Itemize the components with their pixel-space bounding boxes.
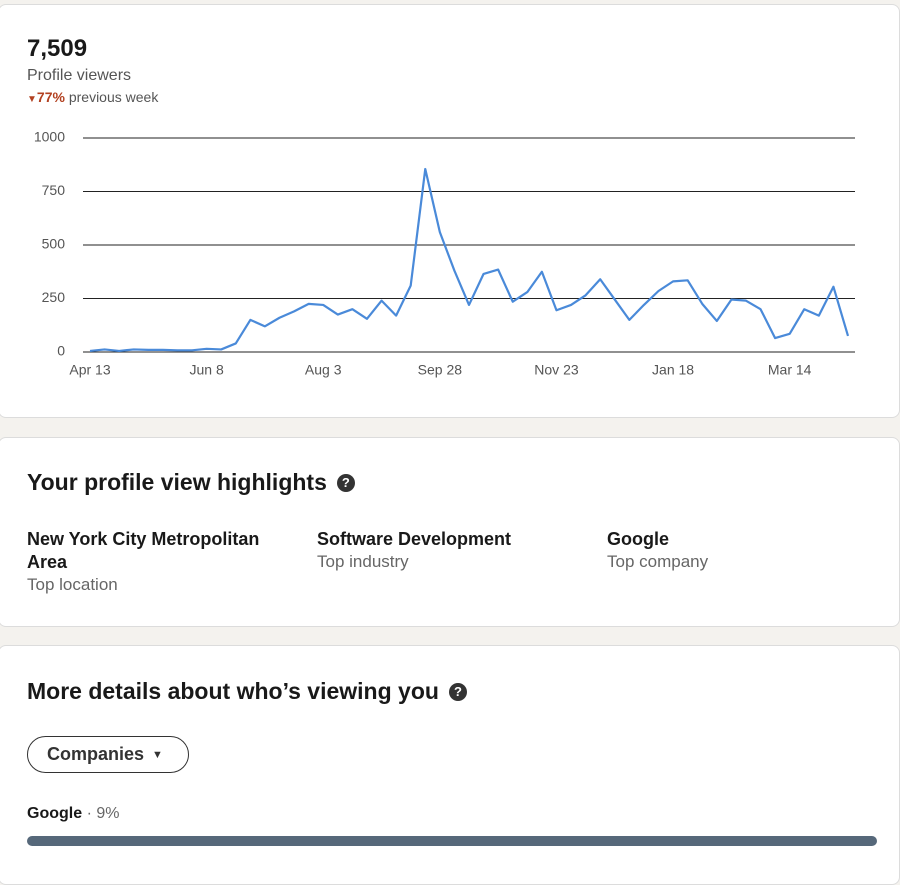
filter-label: Companies [47, 744, 145, 764]
help-icon[interactable]: ? [448, 683, 467, 701]
y-tick-label: 1000 [34, 129, 65, 145]
x-tick-label: Apr 13 [69, 362, 110, 378]
highlight-value: Software Development [317, 529, 512, 549]
highlights-card [0, 437, 900, 627]
highlight-label: Top industry [317, 552, 409, 571]
help-icon[interactable]: ? [336, 474, 355, 492]
page: 7,509 Profile viewers ▼77% previous week… [0, 4, 900, 885]
y-tick-label: 750 [42, 182, 66, 198]
line-series [89, 167, 850, 353]
caret: ▼ [152, 749, 163, 761]
x-tick-label: Aug 3 [305, 362, 342, 378]
change-row: ▼77% previous week [27, 89, 158, 105]
company-name: Google [27, 805, 83, 822]
viewer-count: 7,509 [27, 35, 88, 62]
details-title: More details about who’s viewing you? [27, 678, 467, 705]
filter-dropdown[interactable]: Companies ▼ [27, 736, 189, 773]
down-arrow: ▼ [27, 94, 37, 105]
y-tick-label: 0 [57, 343, 65, 359]
x-tick-label: Mar 14 [768, 362, 812, 378]
chart: 0 250 500 750 1000 Apr 13 Jun 8 Aug 3 Sep 28 Nov … [34, 129, 855, 378]
company-bar [27, 836, 877, 846]
highlight-value: New York City Metropolitan Area [27, 529, 260, 572]
x-tick-label: Jun 8 [189, 362, 223, 378]
x-tick-label: Sep 28 [418, 362, 463, 378]
highlight: New York City Metropolitan Area Top locat… [27, 528, 297, 595]
viewer-label: Profile viewers [27, 67, 132, 84]
change-suffix: previous week [68, 89, 159, 105]
details-title-text: More details about who’s viewing you [27, 678, 439, 704]
highlight-value: Google [607, 529, 669, 549]
highlight: Software Development Top industry [317, 528, 587, 572]
change-value: 77% [36, 89, 65, 105]
company-row: Google · 9% [27, 805, 119, 823]
x-tick-label: Jan 18 [652, 362, 694, 378]
highlight-label: Top location [27, 575, 118, 594]
y-tick-label: 250 [42, 289, 66, 305]
highlight: Google Top company [607, 528, 877, 572]
highlight-label: Top company [607, 552, 709, 571]
y-tick-label: 500 [42, 236, 66, 252]
company-percent: · 9% [86, 805, 120, 822]
x-tick-label: Nov 23 [534, 362, 579, 378]
highlights-title: Your profile view highlights? [27, 469, 355, 496]
highlights-title-text: Your profile view highlights [27, 469, 327, 495]
